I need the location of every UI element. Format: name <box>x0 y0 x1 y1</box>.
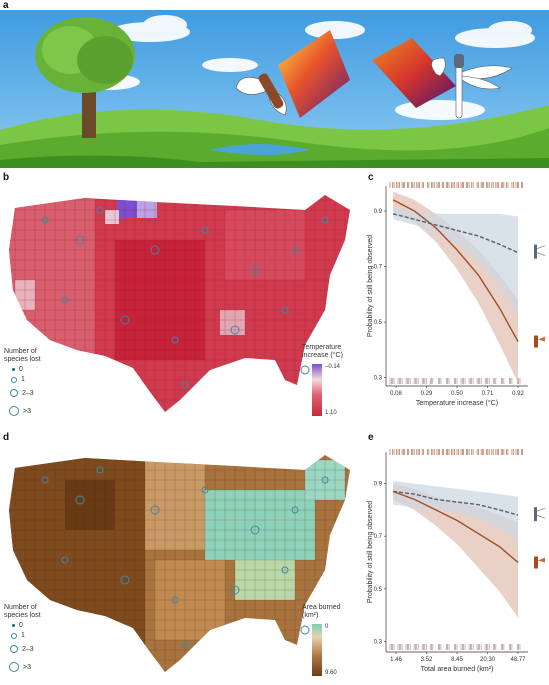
x-tick-label: 0.71 <box>482 391 494 397</box>
x-tick-label: 8.45 <box>451 657 463 663</box>
y-tick-label: 0.3 <box>374 639 383 645</box>
y-tick-label: 0.9 <box>374 209 383 215</box>
legend-item-label: >3 <box>23 663 31 671</box>
x-tick-label: 0.50 <box>451 391 463 397</box>
legend-item-3: >3 <box>9 662 31 672</box>
cloud-icon <box>80 15 535 120</box>
cbar-title-line2: increase (°C) <box>302 352 343 359</box>
y-tick-label: 0.7 <box>374 534 383 540</box>
legend-item-3: >3 <box>9 406 31 416</box>
trend-line-brown <box>392 199 519 342</box>
panel-label-a: a <box>3 0 9 11</box>
legend-item-0: 0 <box>12 366 23 373</box>
trend-line-brown <box>392 490 519 564</box>
legend-item-1: 1 <box>11 632 25 639</box>
x-tick-label: 48.77 <box>510 657 526 663</box>
x-axis-label: Temperature increase (°C) <box>416 399 498 407</box>
legend-title-line1: Number of <box>4 348 37 355</box>
x-tick-label: 0.29 <box>421 391 433 397</box>
legend-item-label: 2–3 <box>22 389 34 397</box>
y-axis-label: Probability of still being observed <box>367 235 374 337</box>
temperature-colorbar-min: 1.10 <box>325 410 337 416</box>
x-tick-label: 0.08 <box>390 391 402 397</box>
species-legend-title-d: Number of species lost <box>4 604 41 620</box>
legend-item-label: 2–3 <box>22 645 34 653</box>
legend-item-label: >3 <box>23 407 31 415</box>
dragonfly-icon <box>372 38 513 119</box>
trend-line-gray <box>393 490 519 516</box>
species-loss-markers <box>41 206 329 389</box>
area-colorbar-title: Area burned (km²) <box>302 604 341 620</box>
cbar-title-line2: (km²) <box>302 612 319 619</box>
area-burned-map <box>9 455 350 672</box>
x-tick-label: 20.30 <box>480 657 496 663</box>
x-tick-label: 0.92 <box>512 391 524 397</box>
panel-label-b: b <box>3 172 10 183</box>
area-colorbar-min: 9.60 <box>325 670 337 676</box>
legend-title-line1: Number of <box>4 604 37 611</box>
y-tick-label: 0.5 <box>374 587 383 593</box>
trend-line-gray <box>392 213 519 254</box>
species-legend-title: Number of species lost <box>4 348 41 364</box>
species-loss-markers <box>41 466 329 649</box>
y-tick-label: 0.3 <box>374 376 383 382</box>
dragonfly-icon <box>534 507 546 522</box>
legend-title-line2: species lost <box>4 356 41 363</box>
tree-icon <box>35 17 135 138</box>
chart-temperature: 0.9 0.7 0.5 0.3 0.08 0.29 0.50 0.71 0.92 Temperat… <box>367 182 546 407</box>
legend-item-1: 1 <box>11 376 25 383</box>
legend-item-0: 0 <box>12 622 23 629</box>
x-tick-label: 3.52 <box>421 657 433 663</box>
panel-label-c: c <box>368 172 374 183</box>
butterfly-icon <box>534 556 545 569</box>
y-tick-label: 0.7 <box>374 265 383 271</box>
temperature-colorbar <box>312 364 322 416</box>
legend-item-2: 2–3 <box>10 645 34 653</box>
y-tick-label: 0.5 <box>374 320 383 326</box>
dragonfly-icon <box>534 244 546 259</box>
illustration-panel <box>0 10 549 168</box>
panel-label-d: d <box>3 432 10 443</box>
x-axis-label: Total area burned (km²) <box>421 666 494 673</box>
legend-item-label: 0 <box>19 366 23 373</box>
y-axis-label: Probability of still being observed <box>367 501 374 603</box>
area-colorbar-max: 0 <box>325 624 329 630</box>
butterfly-icon <box>235 30 350 118</box>
legend-title-line2: species lost <box>4 612 41 619</box>
temperature-map <box>9 195 350 412</box>
landscape-illustration <box>0 10 549 168</box>
y-tick-label: 0.9 <box>374 482 383 488</box>
legend-item-2: 2–3 <box>10 389 34 397</box>
area-colorbar <box>312 624 322 676</box>
legend-item-label: 1 <box>21 632 25 639</box>
chart-area-burned: 0.9 0.7 0.5 0.3 1.46 3.52 8.45 20.30 48.77 Total … <box>367 449 546 673</box>
butterfly-icon <box>534 335 545 348</box>
x-tick-label: 1.46 <box>390 657 402 663</box>
legend-item-label: 1 <box>21 376 25 383</box>
cbar-title-line1: Temperature <box>302 344 342 351</box>
confidence-band-gray <box>393 208 519 314</box>
panel-label-e: e <box>368 432 374 443</box>
temperature-colorbar-title: Temperature increase (°C) <box>302 344 343 360</box>
cbar-title-line1: Area burned <box>302 604 341 611</box>
temperature-colorbar-max: –0.14 <box>325 364 341 370</box>
legend-item-label: 0 <box>19 622 23 629</box>
